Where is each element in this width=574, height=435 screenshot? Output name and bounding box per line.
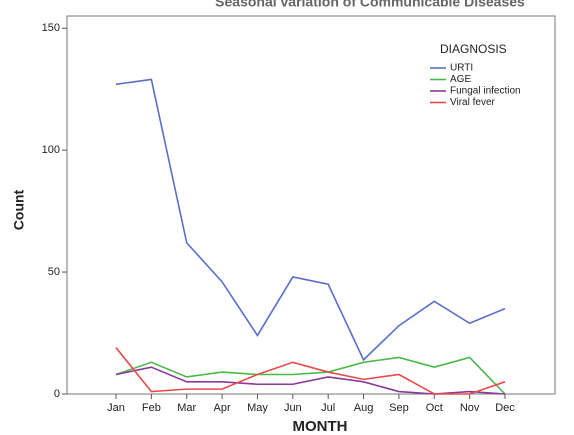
legend-label: Fungal infection	[450, 86, 521, 97]
series-line	[115, 356, 506, 395]
x-tick-label: Jul	[321, 402, 335, 414]
x-tick-label: Apr	[214, 402, 231, 414]
y-tick-label: 50	[48, 266, 60, 278]
legend-label: URTI	[450, 63, 473, 74]
x-tick-label: May	[247, 402, 268, 414]
y-tick-label: 150	[42, 22, 60, 34]
x-tick-label: Nov	[460, 402, 480, 414]
x-tick-label: Aug	[354, 402, 374, 414]
series-line	[115, 347, 506, 395]
y-axis-label: Count	[11, 189, 27, 230]
x-tick-label: Jun	[284, 402, 302, 414]
legend-label: Viral fever	[450, 97, 496, 108]
x-tick-label: Jan	[107, 402, 125, 414]
x-axis-label: MONTH	[293, 418, 348, 435]
x-tick-label: Oct	[426, 402, 443, 414]
y-tick-label: 100	[42, 144, 60, 156]
x-tick-label: Dec	[495, 402, 515, 414]
series-line	[115, 78, 506, 362]
legend-label: AGE	[450, 74, 471, 85]
legend-title: DIAGNOSIS	[440, 42, 507, 56]
x-tick-label: Mar	[177, 402, 196, 414]
x-tick-label: Feb	[142, 402, 161, 414]
x-tick-label: Sep	[389, 402, 409, 414]
chart-title: Seasonal variation of Communicable Disea…	[215, 0, 525, 10]
plot-frame	[66, 15, 556, 395]
y-tick-label: 0	[54, 388, 60, 400]
